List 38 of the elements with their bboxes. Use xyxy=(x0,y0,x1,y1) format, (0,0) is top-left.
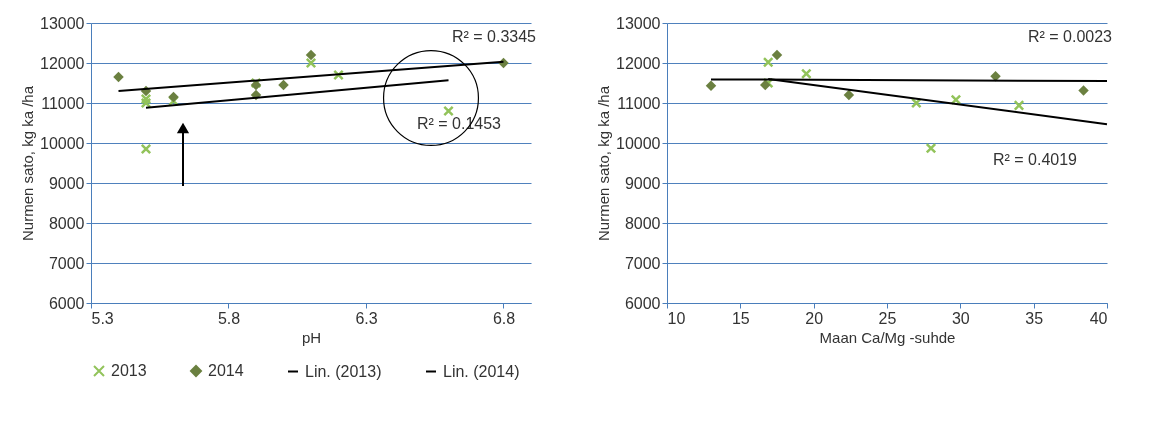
annotation: R² = 0.3345 xyxy=(451,28,537,45)
legend-label: 2014 xyxy=(208,362,244,379)
y-axis-title: Nurmen sato, kg ka /ha xyxy=(595,85,613,242)
y-tick-label: 13000 xyxy=(40,14,85,32)
y-tick-label: 7000 xyxy=(624,254,661,272)
y-tick-label: 9000 xyxy=(624,174,661,192)
x-tick-label: 10 xyxy=(667,309,686,327)
x-tick-label: 25 xyxy=(878,309,897,327)
x-tick-label: 6.8 xyxy=(492,309,516,327)
x-tick-label: 5.8 xyxy=(217,309,241,327)
annotation: R² = 0.0023 xyxy=(1027,28,1113,45)
x-tick-label: 40 xyxy=(1089,309,1108,327)
x-axis-title: Maan Ca/Mg -suhde xyxy=(819,328,956,346)
y-tick-label: 9000 xyxy=(48,174,85,192)
x-tick-label: 35 xyxy=(1025,309,1044,327)
y-tick-label: 12000 xyxy=(616,54,661,72)
y-tick-label: 12000 xyxy=(40,54,85,72)
x-tick-label: 15 xyxy=(731,309,750,327)
y-axis-title: Nurmen sato, kg ka /ha xyxy=(19,85,37,242)
y-tick-label: 7000 xyxy=(48,254,85,272)
x-tick-label: 20 xyxy=(805,309,824,327)
y-tick-label: 13000 xyxy=(616,14,661,32)
legend-label: 2013 xyxy=(111,362,147,379)
y-tick-label: 6000 xyxy=(624,294,661,312)
y-tick-label: 11000 xyxy=(41,94,85,112)
y-tick-label: 8000 xyxy=(48,214,85,232)
y-tick-label: 11000 xyxy=(617,94,661,112)
y-tick-label: 10000 xyxy=(616,134,661,152)
x-tick-label: 6.3 xyxy=(355,309,378,327)
x-axis-title: pH xyxy=(301,328,322,346)
y-tick-label: 10000 xyxy=(40,134,85,152)
y-tick-label: 8000 xyxy=(624,214,661,232)
legend-label: Lin. (2014) xyxy=(443,362,520,380)
annotation: R² = 0.4019 xyxy=(992,151,1078,169)
y-tick-label: 6000 xyxy=(48,294,85,312)
x-tick-label: 5.3 xyxy=(91,309,114,327)
legend-label: Lin. (2013) xyxy=(305,362,382,380)
x-tick-label: 30 xyxy=(951,309,970,327)
